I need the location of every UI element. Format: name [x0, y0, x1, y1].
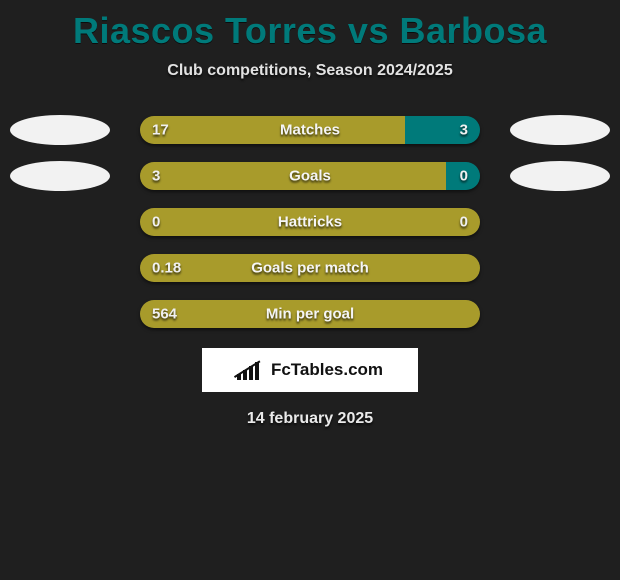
fctables-badge[interactable]: FcTables.com [202, 348, 418, 392]
player-left-logo [10, 161, 110, 191]
stat-left-value: 3 [152, 168, 160, 185]
comparison-card: Riascos Torres vs Barbosa Club competiti… [0, 0, 620, 580]
stat-right-value: 0 [460, 214, 468, 231]
stat-bar-left [140, 116, 405, 144]
stat-bar: 0.18 Goals per match [140, 254, 480, 282]
badge-text: FcTables.com [271, 360, 383, 380]
stat-row: 0.18 Goals per match [0, 254, 620, 282]
bar-chart-icon [237, 360, 265, 380]
player-right-logo [510, 161, 610, 191]
stat-bar: 17 3 Matches [140, 116, 480, 144]
stat-left-value: 17 [152, 122, 169, 139]
stat-label: Goals [289, 168, 331, 185]
stat-left-value: 564 [152, 306, 177, 323]
stat-row: 3 0 Goals [0, 162, 620, 190]
player-left-logo [10, 115, 110, 145]
stat-bar: 3 0 Goals [140, 162, 480, 190]
stat-label: Goals per match [251, 260, 369, 277]
subtitle: Club competitions, Season 2024/2025 [167, 62, 452, 80]
stat-rows: 17 3 Matches 3 0 Goals 0 0 Hattricks 0.18 Goals pe… [0, 116, 620, 328]
page-title: Riascos Torres vs Barbosa [73, 10, 547, 52]
stat-left-value: 0 [152, 214, 160, 231]
stat-row: 0 0 Hattricks [0, 208, 620, 236]
player-right-logo [510, 115, 610, 145]
stat-row: 564 Min per goal [0, 300, 620, 328]
stat-label: Hattricks [278, 214, 342, 231]
date-label: 14 february 2025 [247, 410, 373, 428]
stat-label: Matches [280, 122, 340, 139]
stat-bar: 0 0 Hattricks [140, 208, 480, 236]
stat-right-value: 3 [460, 122, 468, 139]
stat-right-value: 0 [460, 168, 468, 185]
stat-left-value: 0.18 [152, 260, 181, 277]
stat-label: Min per goal [266, 306, 354, 323]
stat-bar-right [405, 116, 480, 144]
stat-bar: 564 Min per goal [140, 300, 480, 328]
stat-row: 17 3 Matches [0, 116, 620, 144]
